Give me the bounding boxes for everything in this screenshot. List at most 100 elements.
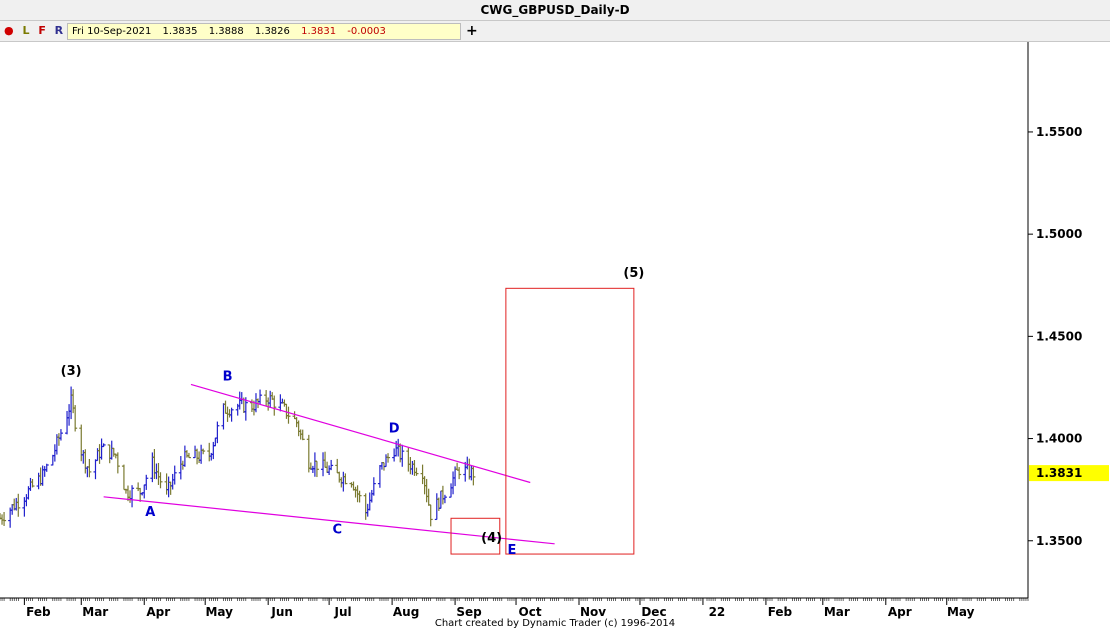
price-bar: [457, 467, 462, 480]
price-bar: [36, 472, 41, 490]
price-bar: [410, 460, 415, 475]
x-tick-label: Dec: [641, 605, 666, 619]
price-bar: [164, 473, 169, 495]
price-bars: [0, 386, 476, 528]
price-bar: [56, 433, 61, 446]
price-bar: [182, 445, 187, 467]
price-bar: [213, 437, 218, 447]
x-tick-label: Mar: [824, 605, 850, 619]
price-bar: [329, 459, 334, 471]
price-bar: [369, 489, 374, 503]
y-tick-label: 1.5000: [1036, 227, 1082, 241]
price-bar: [438, 490, 443, 509]
chart-labels: (3) A B C D (4) E (5): [61, 266, 645, 558]
readout-date: Fri 10-Sep-2021: [72, 26, 152, 37]
crosshair-plus-icon[interactable]: +: [466, 23, 478, 39]
price-bar: [398, 443, 403, 463]
chart-drawings: [103, 287, 635, 555]
price-bar: [408, 456, 413, 475]
last-price-marker: [1029, 465, 1109, 482]
y-tick-label: 1.3500: [1036, 534, 1082, 548]
price-bar: [272, 395, 277, 416]
price-bar: [111, 447, 116, 457]
price-bar: [300, 429, 305, 441]
price-bar: [67, 404, 72, 426]
price-bar: [73, 405, 78, 432]
x-tick-label: Feb: [768, 605, 793, 619]
readout-change: -0.0003: [347, 26, 386, 37]
price-bar: [121, 464, 126, 491]
price-bar: [138, 487, 143, 502]
target-box: [505, 287, 635, 555]
price-bar: [363, 493, 368, 520]
price-bar: [24, 494, 29, 507]
price-bar: [195, 448, 200, 465]
price-bar: [314, 460, 319, 478]
price-bar: [282, 399, 287, 407]
price-bar: [22, 497, 27, 517]
price-bar: [71, 389, 76, 414]
price-bar: [227, 409, 232, 418]
price-bar: [268, 390, 273, 408]
x-tick-label: Jun: [270, 605, 293, 619]
price-bar: [428, 504, 433, 527]
price-bar: [325, 461, 330, 473]
price-bar: [286, 406, 291, 424]
footer-credit: Chart created by Dynamic Trader (c) 1996…: [434, 618, 676, 629]
x-tick-label: Sep: [456, 605, 482, 619]
price-bar: [50, 454, 55, 466]
price-bar: [412, 460, 417, 476]
price-bar: [266, 397, 271, 411]
wave-label: (5): [623, 266, 644, 281]
price-bar: [221, 403, 226, 430]
wave-label: B: [223, 369, 233, 384]
price-bar: [434, 493, 439, 521]
price-bar: [10, 504, 15, 515]
button-f[interactable]: F: [38, 24, 46, 37]
price-bar: [215, 421, 220, 444]
price-bar: [152, 449, 157, 479]
price-bar: [158, 472, 163, 489]
price-bar: [85, 466, 90, 478]
ohlc-readout: Fri 10-Sep-2021 1.3835 1.3888 1.3826 1.3…: [67, 23, 461, 40]
price-bar: [400, 444, 405, 467]
price-bar: [168, 481, 173, 495]
price-bar: [469, 465, 474, 481]
price-bar: [107, 444, 112, 464]
chart-toolbar: ● L F R Fri 10-Sep-2021 1.3835 1.3888 1.…: [0, 21, 1110, 42]
price-bar: [58, 429, 63, 441]
price-bar: [186, 452, 191, 459]
display-mode-buttons: ● L F R: [4, 23, 68, 39]
button-r[interactable]: R: [54, 24, 64, 37]
x-tick-label: Nov: [580, 605, 606, 619]
price-bar: [65, 410, 70, 435]
price-bar: [343, 473, 348, 485]
x-tick-label: Apr: [146, 605, 170, 619]
x-tick-label: 22: [709, 605, 726, 619]
price-bar: [471, 465, 476, 486]
price-bar: [69, 386, 74, 420]
red-dot-icon[interactable]: ●: [4, 24, 14, 37]
price-bar: [42, 466, 47, 477]
x-tick-label: Oct: [519, 605, 542, 619]
price-bar: [337, 471, 342, 483]
price-bar: [463, 461, 468, 482]
window-title: CWG_GBPUSD_Daily-D: [0, 0, 1110, 21]
price-bar: [451, 471, 456, 495]
trendline: [103, 496, 555, 545]
price-bar: [243, 397, 248, 421]
button-l[interactable]: L: [22, 24, 30, 37]
price-bar: [258, 389, 263, 405]
readout-open: 1.3835: [162, 26, 198, 37]
price-bar: [384, 454, 389, 468]
wave-label: A: [145, 505, 155, 520]
price-bar: [424, 478, 429, 503]
target-box: [450, 517, 501, 555]
x-tick-label: Aug: [393, 605, 419, 619]
price-bar: [296, 420, 301, 437]
price-bar: [465, 456, 470, 470]
price-bar: [97, 444, 102, 464]
price-bar: [440, 485, 445, 505]
price-bar: [30, 478, 35, 488]
